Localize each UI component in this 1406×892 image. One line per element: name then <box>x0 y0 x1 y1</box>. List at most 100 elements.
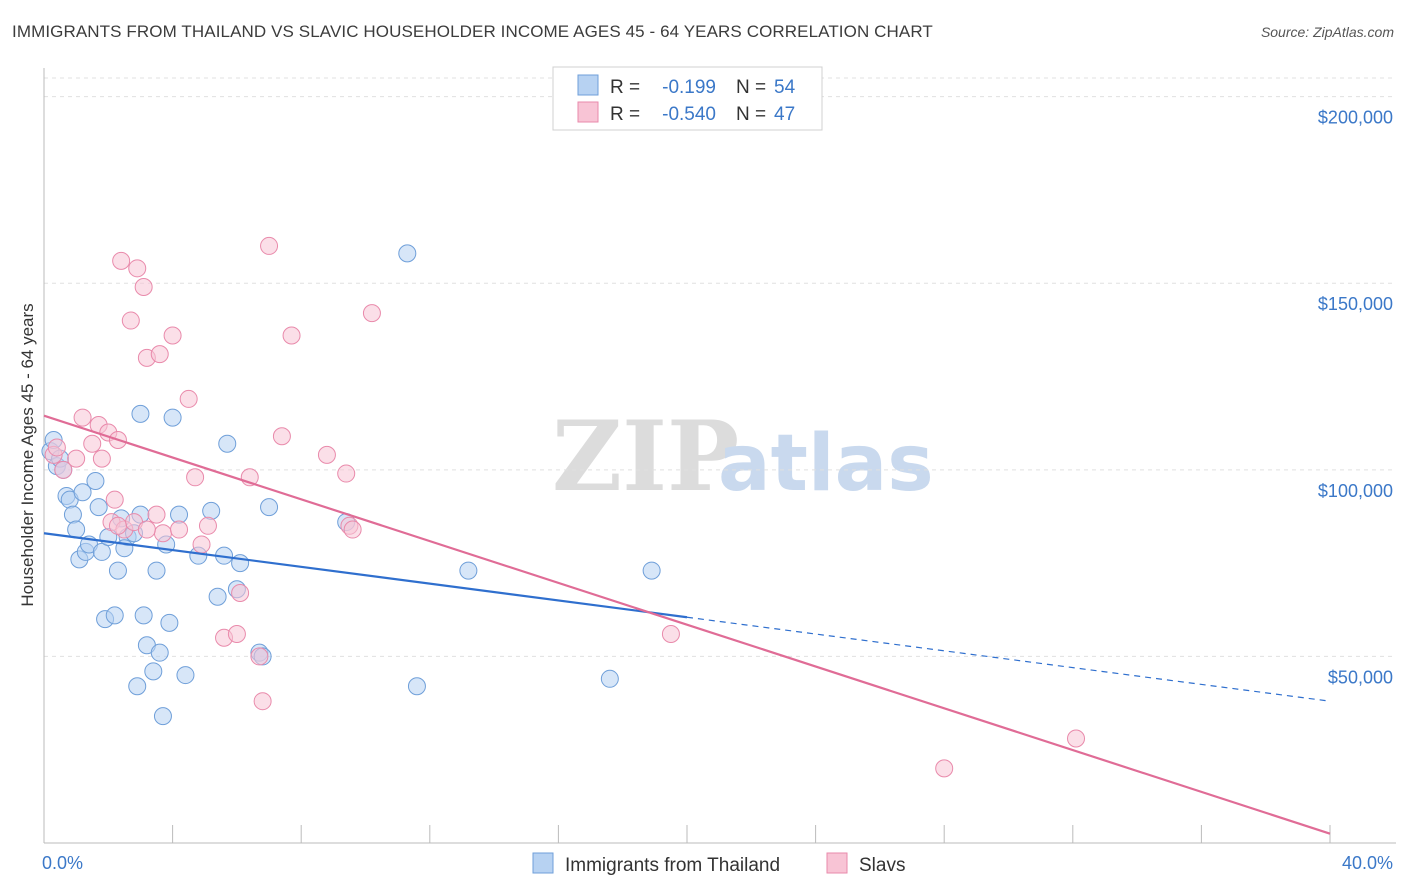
data-point <box>128 677 147 696</box>
data-point <box>317 445 336 464</box>
trend-line-slavs <box>43 414 1331 835</box>
data-point <box>73 408 92 427</box>
legend-n-value-slavs: 47 <box>774 104 795 125</box>
watermark: ZIP atlas <box>552 400 934 513</box>
legend-n-label-thailand: N = <box>736 77 766 98</box>
data-point <box>73 483 92 502</box>
correlation-legend: R = -0.199 N = 54 R = -0.540 N = 47 <box>552 66 823 131</box>
data-point <box>407 677 426 696</box>
legend-n-value-thailand: 54 <box>774 77 796 98</box>
data-point <box>153 524 172 543</box>
data-point <box>137 520 156 539</box>
y-tick-label: $200,000 <box>1318 108 1393 128</box>
trend-line-thailand <box>43 532 688 619</box>
data-point <box>147 561 166 580</box>
data-point <box>260 498 279 517</box>
data-point <box>134 277 153 296</box>
data-point <box>150 345 169 364</box>
data-point <box>1067 729 1086 748</box>
data-point <box>89 498 108 517</box>
y-tick-label: $100,000 <box>1318 481 1393 501</box>
watermark-zip: ZIP <box>552 400 739 513</box>
legend-r-label-thailand: R = <box>610 77 640 98</box>
y-tick-label: $150,000 <box>1318 294 1393 314</box>
data-point <box>218 434 237 453</box>
data-point <box>153 707 172 726</box>
legend-r-value-slavs: -0.540 <box>662 104 716 125</box>
data-point <box>47 438 66 457</box>
data-point <box>362 304 381 323</box>
data-point <box>250 647 269 666</box>
watermark-atlas: atlas <box>718 419 934 509</box>
data-point <box>150 643 169 662</box>
legend-swatch-slavs <box>577 101 599 123</box>
data-point <box>163 326 182 345</box>
data-point <box>63 505 82 524</box>
data-point <box>253 692 272 711</box>
data-point <box>600 669 619 688</box>
data-point <box>163 408 182 427</box>
axes <box>43 68 1396 844</box>
data-point <box>121 311 140 330</box>
data-point <box>147 505 166 524</box>
data-point <box>661 625 680 644</box>
legend-r-value-thailand: -0.199 <box>662 77 716 98</box>
data-point <box>398 244 417 263</box>
data-point <box>202 501 221 520</box>
data-point <box>92 542 111 561</box>
legend-n-label-slavs: N = <box>736 104 766 125</box>
series-legend-swatch-slavs <box>826 852 848 874</box>
data-point <box>337 464 356 483</box>
data-point <box>105 490 124 509</box>
data-point <box>105 606 124 625</box>
data-point <box>186 468 205 487</box>
data-point <box>54 460 73 479</box>
series-legend-label-thailand: Immigrants from Thailand <box>565 855 780 876</box>
data-point <box>231 583 250 602</box>
legend-swatch-thailand <box>577 74 599 96</box>
data-point <box>131 404 150 423</box>
data-point <box>108 516 127 535</box>
series-legend: Immigrants from Thailand Slavs <box>532 852 905 876</box>
data-point <box>108 561 127 580</box>
data-point <box>935 759 954 778</box>
data-point <box>160 613 179 632</box>
data-point <box>170 520 189 539</box>
x-tick-label-min: 0.0% <box>42 853 83 873</box>
y-axis-label: Householder Income Ages 45 - 64 years <box>18 303 37 606</box>
chart-title: IMMIGRANTS FROM THAILAND VS SLAVIC HOUSE… <box>12 22 933 41</box>
data-point <box>260 236 279 255</box>
data-point <box>227 625 246 644</box>
data-point <box>112 251 131 270</box>
data-point <box>92 449 111 468</box>
data-point <box>67 449 86 468</box>
data-point <box>144 662 163 681</box>
data-point <box>282 326 301 345</box>
grid-lines <box>44 77 1396 657</box>
trend-line-extension-thailand <box>686 616 1331 702</box>
data-point <box>198 516 217 535</box>
series-slavs <box>44 236 1086 778</box>
data-point <box>83 434 102 453</box>
y-tick-label: $50,000 <box>1328 667 1393 687</box>
data-point <box>272 427 291 446</box>
trend-lines <box>43 414 1331 835</box>
data-point <box>642 561 661 580</box>
data-point <box>192 535 211 554</box>
tick-labels: $50,000 $100,000 $150,000 $200,000 0.0% 40.0% <box>42 108 1393 873</box>
series-legend-label-slavs: Slavs <box>859 855 905 876</box>
series-points <box>41 236 1086 778</box>
data-point <box>128 259 147 278</box>
data-point <box>179 389 198 408</box>
data-point <box>208 587 227 606</box>
data-point <box>343 520 362 539</box>
data-point <box>176 666 195 685</box>
data-point <box>459 561 478 580</box>
x-tick-label-max: 40.0% <box>1342 853 1393 873</box>
data-point <box>67 520 86 539</box>
series-legend-swatch-thailand <box>532 852 554 874</box>
data-point <box>134 606 153 625</box>
data-point <box>86 472 105 491</box>
source-label: Source: ZipAtlas.com <box>1260 24 1394 40</box>
